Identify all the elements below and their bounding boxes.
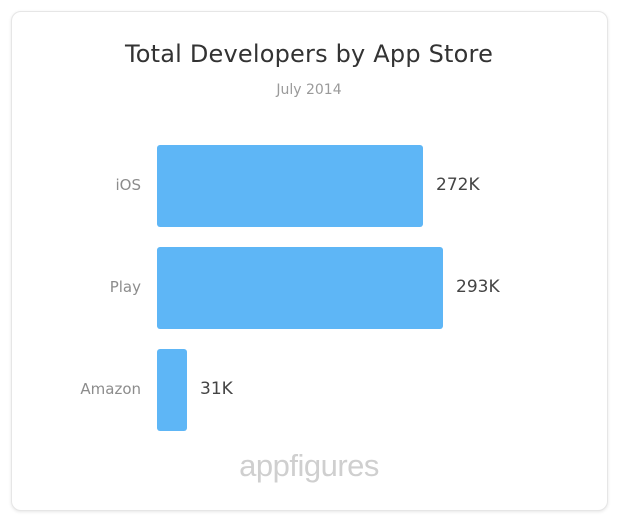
category-label-ios: iOS [115,176,142,194]
category-label-amazon: Amazon [80,380,141,398]
chart-subtitle: July 2014 [276,82,342,98]
value-label-play: 293K [456,277,500,297]
appfigures-logo: appfigures [239,448,379,483]
chart-title: Total Developers by App Store [124,40,494,68]
value-label-ios: 272K [436,175,480,195]
value-label-amazon: 31K [200,379,233,399]
bar-ios [157,145,423,227]
bar-amazon [157,349,187,431]
bar-play [157,247,443,329]
category-label-play: Play [109,278,141,296]
